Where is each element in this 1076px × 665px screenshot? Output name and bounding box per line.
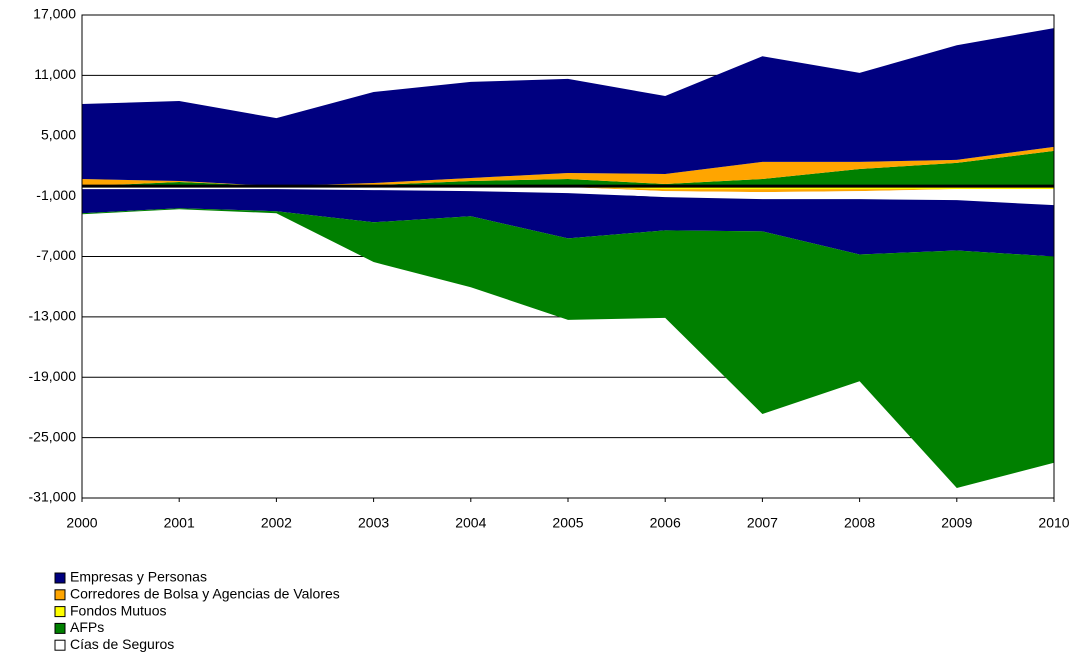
x-tick-label: 2009 xyxy=(941,515,972,531)
legend-swatch xyxy=(54,572,66,584)
x-tick-label: 2000 xyxy=(66,515,97,531)
legend-label: AFPs xyxy=(70,619,104,635)
y-tick-label: 11,000 xyxy=(34,66,76,82)
x-tick-label: 2006 xyxy=(650,515,681,531)
x-tick-label: 2008 xyxy=(844,515,875,531)
legend-swatch xyxy=(54,606,66,618)
legend-label: Empresas y Personas xyxy=(70,569,207,585)
area xyxy=(82,189,1054,257)
legend-swatch xyxy=(54,589,66,601)
area xyxy=(82,186,1054,193)
x-tick-label: 2002 xyxy=(261,515,292,531)
legend-label: Cías de Seguros xyxy=(70,636,174,652)
y-tick-label: -31,000 xyxy=(29,489,77,505)
area xyxy=(82,150,1054,187)
y-tick-label: 17,000 xyxy=(33,6,76,22)
area xyxy=(82,28,1054,187)
y-tick-label: -13,000 xyxy=(29,308,77,324)
x-tick-label: 2001 xyxy=(164,515,195,531)
x-tick-label: 2003 xyxy=(358,515,389,531)
area xyxy=(82,146,1054,187)
y-tick-label: -7,000 xyxy=(36,247,76,263)
x-tick-label: 2007 xyxy=(747,515,778,531)
y-tick-label: -25,000 xyxy=(29,428,77,444)
y-tick-label: -19,000 xyxy=(29,368,77,384)
y-tick-label: 5,000 xyxy=(41,126,76,142)
y-tick-label: -1,000 xyxy=(36,187,76,203)
legend-label: Corredores de Bolsa y Agencias de Valore… xyxy=(70,586,340,602)
legend-swatch xyxy=(54,622,66,634)
area xyxy=(82,208,1054,488)
x-tick-label: 2005 xyxy=(552,515,583,531)
legend-swatch xyxy=(54,639,66,651)
x-tick-label: 2004 xyxy=(455,515,486,531)
area xyxy=(82,186,1054,206)
x-tick-label: 2010 xyxy=(1038,515,1069,531)
legend-label: Fondos Mutuos xyxy=(70,602,167,618)
